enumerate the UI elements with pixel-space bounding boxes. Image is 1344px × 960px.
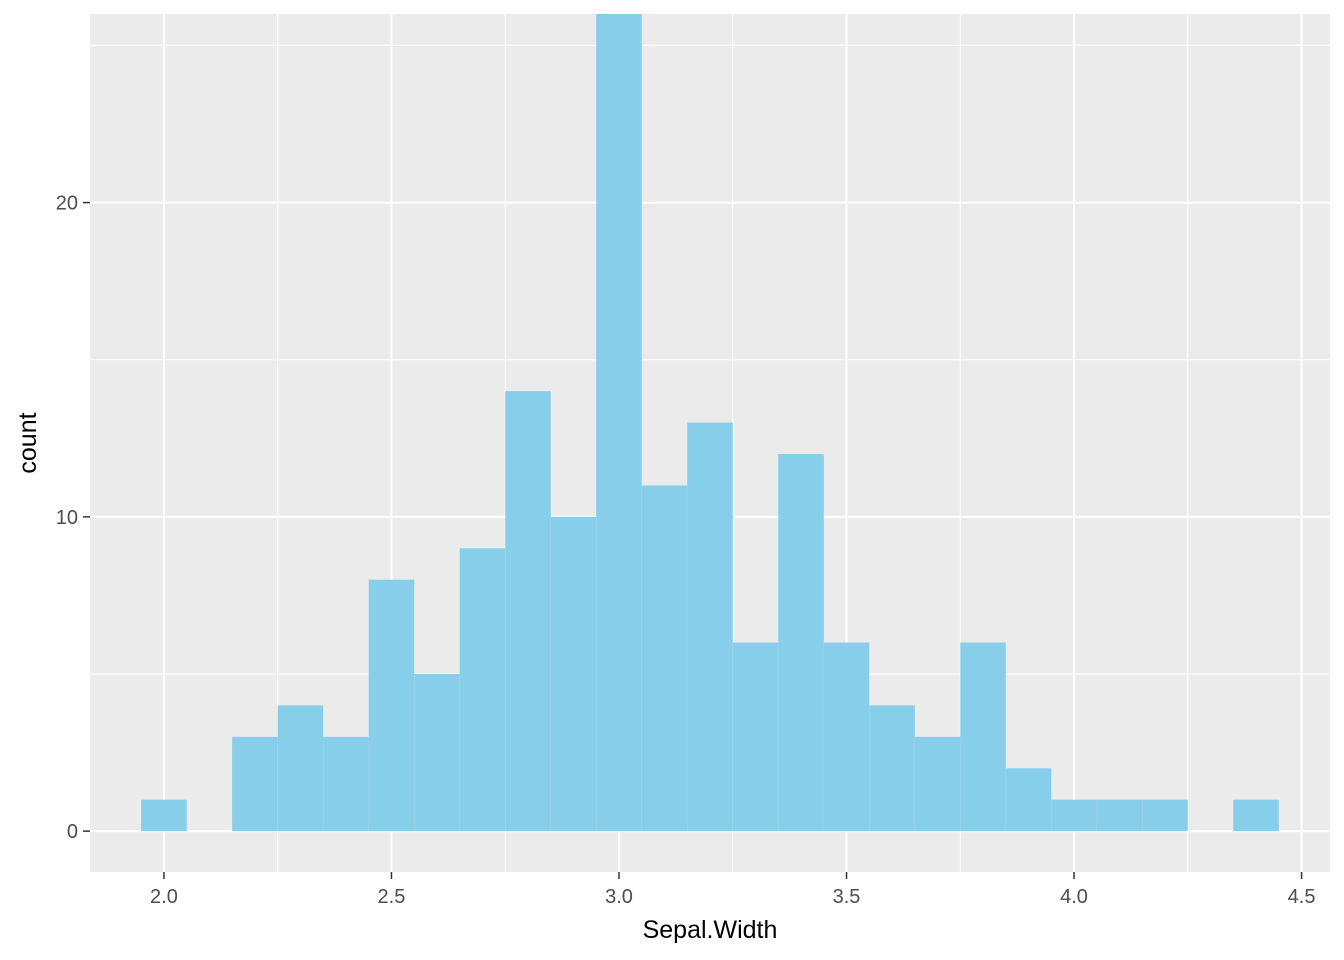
- histogram-bar: [1096, 799, 1143, 832]
- histogram-bar: [823, 642, 870, 832]
- histogram-bar: [232, 736, 278, 832]
- histogram-bar: [277, 705, 324, 832]
- histogram-bar: [641, 485, 688, 832]
- histogram-bar: [1233, 799, 1279, 832]
- y-axis: 0 10 20: [56, 193, 90, 843]
- histogram-bar: [869, 705, 915, 832]
- histogram-bar: [505, 391, 551, 832]
- histogram-bar: [960, 642, 1006, 832]
- y-axis-title: count: [14, 412, 42, 473]
- y-tick-label: 0: [67, 821, 78, 843]
- histogram-bar: [1142, 799, 1188, 832]
- x-tick-label: 3.0: [605, 886, 633, 908]
- x-tick-label: 3.5: [833, 886, 861, 908]
- histogram-bar: [459, 548, 506, 832]
- y-tick-label: 10: [56, 507, 78, 529]
- histogram-bars: [141, 14, 1279, 832]
- y-tick-label: 20: [56, 193, 78, 215]
- histogram-bar: [732, 642, 779, 832]
- histogram-bar: [323, 736, 369, 832]
- x-tick-label: 4.5: [1288, 886, 1316, 908]
- histogram-bar: [914, 736, 961, 832]
- x-tick-label: 4.0: [1060, 886, 1088, 908]
- histogram-bar: [687, 422, 733, 832]
- x-tick-label: 2.5: [378, 886, 406, 908]
- histogram-bar: [414, 674, 460, 832]
- histogram-bar: [141, 799, 187, 832]
- histogram-bar: [596, 14, 642, 832]
- x-tick-label: 2.0: [150, 886, 178, 908]
- histogram-bar: [778, 454, 824, 832]
- x-axis: 2.0 2.5 3.0 3.5 4.0 4.5: [150, 872, 1315, 908]
- histogram-bar: [1051, 799, 1097, 832]
- x-axis-title: Sepal.Width: [643, 916, 778, 944]
- histogram-bar: [550, 516, 597, 832]
- histogram-bar: [368, 579, 415, 832]
- histogram-bar: [1005, 768, 1052, 832]
